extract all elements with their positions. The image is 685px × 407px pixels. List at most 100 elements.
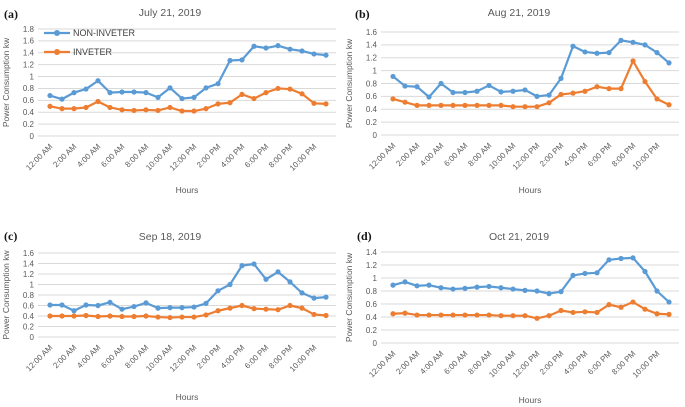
y-tick-label: 0.6 — [23, 301, 35, 310]
data-point-non-inveter — [107, 299, 113, 305]
x-tick-label: 10:00 PM — [288, 142, 319, 173]
data-point-non-inveter — [47, 92, 53, 99]
x-tick-label: 12:00 PM — [168, 142, 199, 173]
data-point-non-inveter — [654, 50, 660, 56]
data-point-inveter — [462, 312, 468, 318]
data-point-inveter — [263, 306, 269, 312]
data-point-non-inveter — [227, 281, 233, 288]
data-point-non-inveter — [426, 282, 432, 288]
data-point-inveter — [143, 313, 149, 319]
data-point-non-inveter — [402, 83, 408, 89]
data-point-inveter — [402, 310, 408, 316]
data-point-non-inveter — [287, 46, 293, 52]
panel-letter: (c) — [4, 229, 17, 243]
data-point-non-inveter — [215, 288, 221, 294]
data-point-non-inveter — [251, 43, 257, 49]
data-point-inveter — [83, 312, 89, 319]
x-tick-label: 10:00 PM — [631, 141, 662, 172]
y-tick-label: 1.4 — [23, 259, 35, 268]
y-tick-label: 0.4 — [23, 312, 35, 321]
y-tick-label: 0.8 — [23, 84, 35, 93]
x-tick-label: 2:00 AM — [394, 141, 421, 168]
data-point-non-inveter — [59, 302, 65, 308]
data-point-inveter — [227, 305, 233, 311]
data-point-inveter — [275, 307, 281, 313]
data-point-non-inveter — [558, 75, 564, 81]
data-point-inveter — [558, 307, 564, 314]
data-point-inveter — [474, 102, 480, 108]
data-point-non-inveter — [414, 283, 420, 289]
data-point-inveter — [426, 102, 432, 108]
data-point-inveter — [95, 98, 101, 105]
data-point-inveter — [251, 306, 257, 312]
panel-letter: (d) — [357, 229, 372, 243]
data-point-inveter — [95, 313, 101, 320]
data-point-inveter — [191, 314, 197, 320]
data-point-inveter — [299, 91, 305, 97]
data-point-non-inveter — [179, 95, 185, 102]
x-tick-label: 10:00 PM — [631, 349, 662, 380]
data-point-non-inveter — [618, 37, 624, 43]
data-point-non-inveter — [227, 57, 233, 64]
data-point-inveter — [311, 311, 317, 318]
x-tick-label: 6:00 PM — [243, 343, 271, 371]
chart-panel-d: 0 0.2 0.4 0.6 0.8 1 1.2 1.4 12:00 AM 2:00 AM 4:00 … — [343, 200, 685, 407]
data-point-non-inveter — [534, 288, 540, 294]
data-point-inveter — [179, 108, 185, 114]
x-tick-label: 6:00 PM — [586, 349, 614, 377]
data-point-non-inveter — [522, 87, 528, 93]
data-point-inveter — [438, 312, 444, 318]
data-point-non-inveter — [299, 290, 305, 296]
data-point-non-inveter — [582, 270, 588, 277]
x-tick-label: 2:00 AM — [394, 349, 421, 376]
series-line-non-inveter — [391, 39, 671, 99]
data-point-non-inveter — [486, 283, 492, 290]
x-tick-label: 4:00 PM — [562, 349, 590, 377]
data-point-inveter — [534, 315, 540, 321]
y-tick-label: 0.4 — [23, 108, 35, 117]
data-point-non-inveter — [95, 302, 101, 309]
data-point-inveter — [119, 313, 125, 320]
data-point-inveter — [59, 106, 65, 112]
data-point-inveter — [630, 58, 636, 64]
data-point-inveter — [450, 102, 456, 108]
data-point-inveter — [618, 304, 624, 310]
data-point-inveter — [239, 91, 245, 97]
data-point-inveter — [59, 313, 65, 319]
data-point-inveter — [131, 107, 137, 114]
data-point-non-inveter — [510, 88, 516, 94]
data-point-inveter — [474, 312, 480, 318]
data-point-inveter — [570, 309, 576, 316]
data-point-non-inveter — [155, 94, 161, 100]
data-point-inveter — [287, 302, 293, 309]
data-point-inveter — [642, 306, 648, 312]
x-axis-title: Hours — [519, 395, 542, 405]
data-point-inveter — [143, 107, 149, 113]
data-point-non-inveter — [570, 272, 576, 278]
data-point-inveter — [426, 312, 432, 318]
x-tick-label: 6:00 AM — [442, 141, 469, 168]
chart-panel-a: 0 0.2 0.4 0.6 0.8 1 1.2 1.4 1.6 1.8 12:00 AM 2:00 A… — [0, 0, 343, 200]
series-non-inveter — [390, 37, 672, 100]
y-tick-label: 0.8 — [366, 287, 378, 296]
y-tick-label: 0.6 — [366, 92, 378, 101]
data-point-non-inveter — [191, 94, 197, 100]
line-chart-d: 00.20.40.60.811.21.412:00 AM2:00 AM4:00 … — [344, 229, 679, 405]
data-point-non-inveter — [510, 286, 516, 292]
y-tick-label: 1 — [373, 66, 378, 75]
data-point-non-inveter — [167, 85, 173, 91]
x-tick-label: 10:00 PM — [288, 343, 319, 374]
data-point-inveter — [323, 101, 329, 107]
gridlines — [381, 251, 679, 344]
data-point-non-inveter — [311, 51, 317, 57]
data-point-inveter — [275, 85, 281, 92]
series-inveter — [390, 58, 672, 110]
data-point-non-inveter — [71, 308, 77, 314]
x-tick-label: 2:00 PM — [195, 142, 223, 170]
data-point-inveter — [558, 91, 564, 98]
data-point-inveter — [582, 88, 588, 94]
data-point-inveter — [251, 95, 257, 102]
y-tick-label: 0.6 — [366, 300, 378, 309]
panel-letter: (b) — [355, 7, 370, 21]
data-point-non-inveter — [323, 52, 329, 58]
